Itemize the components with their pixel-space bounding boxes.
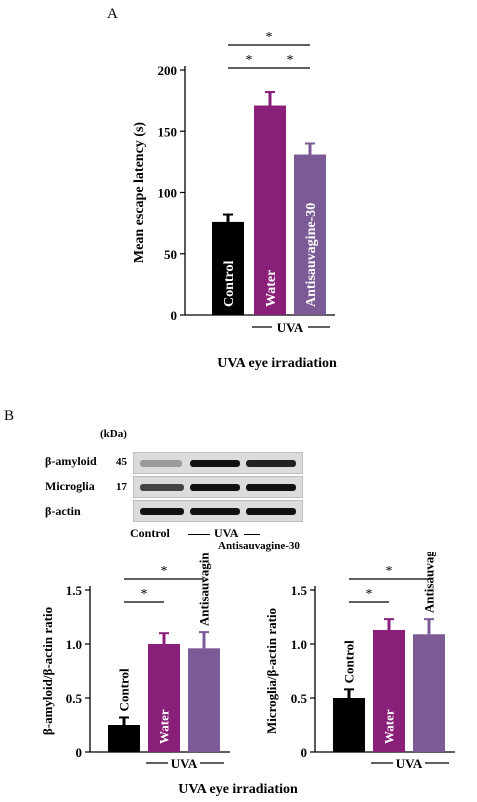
blot-row-label-microglia: Microglia	[45, 479, 95, 493]
bar-2	[413, 634, 445, 752]
y-axis-label: β-amyloid/β-actin ratio	[40, 607, 55, 735]
blot-strip-microglia	[133, 476, 303, 498]
y-axis-label: Microglia/β-actin ratio	[264, 608, 279, 734]
panel-a-chart: A 0 50 100 150 200 Mean escape latency (s) Con…	[107, 6, 337, 371]
western-blot: (kDa) β-amyloid 45 Microglia 17 β-actin …	[38, 428, 338, 552]
bar-0	[333, 698, 365, 752]
blot-lane-control: Control	[130, 526, 170, 540]
blot-strip-actin	[133, 500, 303, 522]
band-microglia-antisauvagine	[246, 484, 296, 491]
y-tick-label: 0	[171, 308, 178, 323]
x-axis-label: UVA eye irradiation	[217, 356, 337, 371]
kda-unit-label: (kDa)	[100, 428, 127, 440]
blot-lane-uva-line-right	[244, 534, 260, 535]
blot-strip-amyloid	[133, 452, 303, 474]
blot-row-kda-microglia: 17	[116, 481, 127, 493]
band-microglia-control	[140, 484, 184, 491]
significance-star-2: *	[287, 53, 294, 68]
bar-1	[254, 105, 286, 316]
y-tick-label: 50	[164, 247, 177, 262]
category-label-0: Control	[342, 640, 357, 683]
y-axis-label: Mean escape latency (s)	[132, 122, 147, 263]
y-tick-label: 100	[158, 186, 178, 201]
group-label-uva: UVA	[171, 756, 198, 771]
y-tick-label: 200	[158, 63, 178, 78]
panel-b-letter-wrap: B	[4, 408, 14, 424]
bar-0	[108, 725, 140, 752]
band-microglia-water	[190, 484, 240, 491]
y-tick-label: 0	[301, 745, 308, 760]
group-label-uva: UVA	[396, 756, 423, 771]
blot-lane-antisauvagine: Antisauvagine-30	[218, 540, 300, 552]
panel-b-letter: B	[4, 408, 14, 424]
band-amyloid-control	[140, 460, 182, 467]
y-tick-label: 150	[158, 124, 178, 139]
y-tick-label: 0.5	[291, 691, 308, 706]
category-label-1: Water	[382, 709, 397, 744]
y-tick-label: 0.5	[66, 691, 83, 706]
blot-row-kda-amyloid: 45	[116, 456, 127, 468]
panel-b-xlabel: UVA eye irradiation	[178, 782, 298, 797]
bar-2	[188, 648, 220, 752]
panel-b-charts: 0 0.5 1.0 1.5 β-amyloid/β-actin ratio Control…	[40, 552, 455, 797]
y-tick-label: 1.0	[291, 637, 307, 652]
band-amyloid-water	[190, 460, 240, 467]
bar-1	[373, 629, 405, 752]
category-label-0: Control	[117, 668, 132, 711]
y-tick-label: 0	[76, 745, 83, 760]
category-label-1: Water	[157, 709, 172, 744]
blot-row-label-amyloid: β-amyloid	[45, 454, 97, 468]
category-label-1: Water	[264, 270, 279, 307]
significance-star-1: *	[366, 587, 373, 602]
blot-lane-uva: UVA	[214, 526, 239, 540]
band-actin-water	[190, 508, 240, 515]
group-label-uva: UVA	[277, 320, 304, 335]
band-actin-control	[140, 508, 184, 515]
significance-star-0: *	[161, 564, 168, 579]
category-label-0: Control	[222, 260, 237, 307]
y-tick-label: 1.0	[66, 637, 82, 652]
significance-star-1: *	[141, 587, 148, 602]
category-label-2: Antisauvagine-30	[304, 203, 319, 307]
bar-0	[212, 221, 244, 315]
significance-star-1: *	[246, 53, 253, 68]
significance-star-0: *	[386, 564, 393, 579]
significance-star-0: *	[266, 30, 273, 45]
category-label-2: Antisauvagine-30	[422, 552, 437, 613]
bar-2	[294, 154, 326, 315]
blot-row-label-actin: β-actin	[45, 504, 81, 518]
y-tick-label: 1.5	[291, 583, 308, 598]
bar-1	[148, 644, 180, 752]
category-label-2: Antisauvagine-30	[197, 552, 212, 626]
y-tick-label: 1.5	[66, 583, 83, 598]
band-amyloid-antisauvagine	[246, 460, 296, 467]
panel-a-letter: A	[107, 6, 118, 22]
band-actin-antisauvagine	[246, 508, 296, 515]
blot-lane-uva-line-left	[188, 534, 210, 535]
